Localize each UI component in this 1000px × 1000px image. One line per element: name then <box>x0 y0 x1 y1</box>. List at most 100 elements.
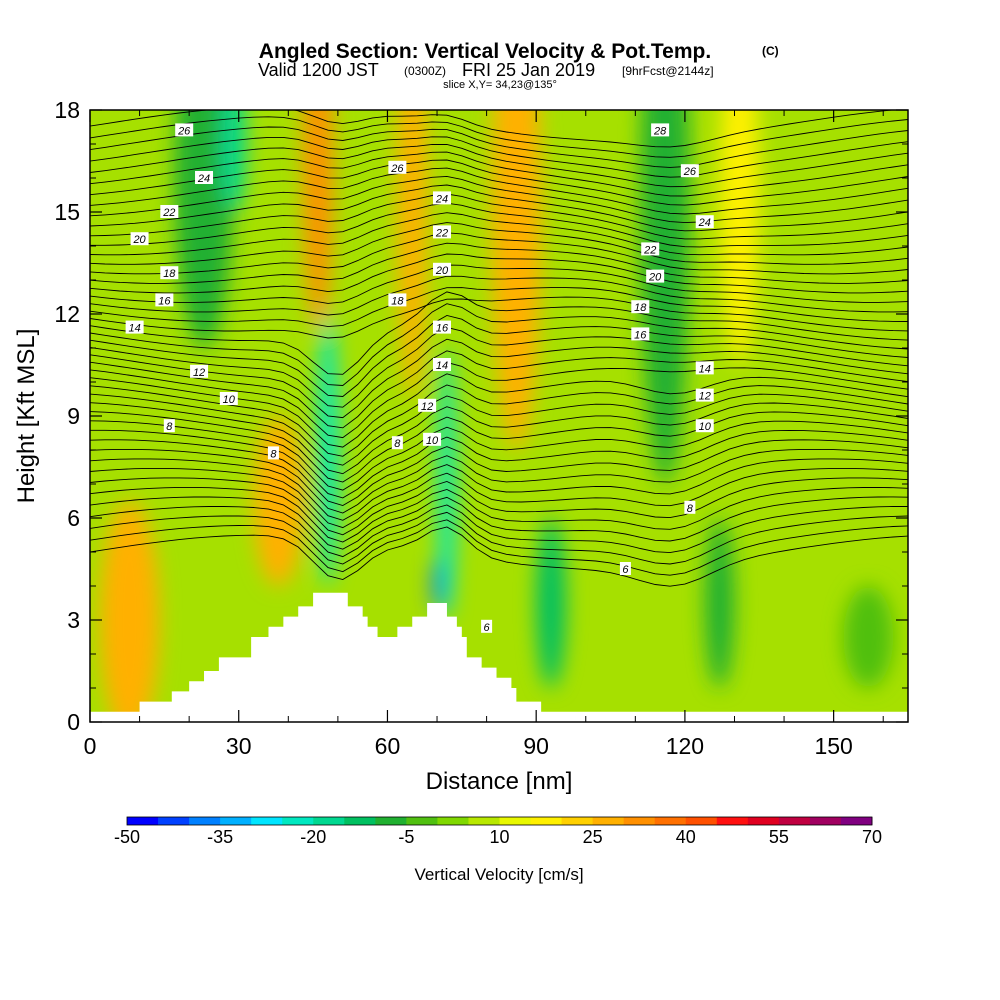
slice-info: slice X,Y= 34,23@135° <box>443 79 557 91</box>
colorbar-swatch <box>313 817 345 825</box>
x-tick-label: 90 <box>523 733 549 759</box>
contour-label: 22 <box>432 225 451 239</box>
contour-line <box>90 264 908 304</box>
contour-label: 12 <box>190 364 209 379</box>
colorbar-swatch <box>158 817 190 825</box>
colorbar-swatch <box>375 817 407 825</box>
vertical-velocity-field <box>99 110 894 722</box>
contour-line <box>90 202 908 248</box>
colorbar-swatch <box>747 817 780 825</box>
contour-line <box>90 315 908 397</box>
velocity-patch <box>99 501 160 722</box>
x-tick-label: 150 <box>814 733 852 759</box>
velocity-patch <box>433 558 441 614</box>
y-tick-label: 6 <box>67 505 80 531</box>
y-axis-label: Height [Kft MSL] <box>13 329 40 504</box>
svg-text:8: 8 <box>687 503 694 515</box>
contour-line <box>90 242 908 284</box>
title-main: Angled Section: Vertical Velocity & Pot.… <box>259 40 711 63</box>
contour-line <box>90 222 908 265</box>
contour-label: 20 <box>432 262 451 277</box>
contour-label: 24 <box>432 191 451 205</box>
contour-label: 26 <box>388 160 407 175</box>
svg-text:26: 26 <box>683 166 697 178</box>
contour-label: 22 <box>160 205 179 219</box>
svg-text:22: 22 <box>643 244 656 256</box>
svg-text:18: 18 <box>634 302 647 314</box>
contour-label: 26 <box>680 164 699 178</box>
contour-label: 26 <box>175 123 194 137</box>
contour-line <box>90 338 908 419</box>
forecast-info: [9hrFcst@2144z] <box>622 64 714 78</box>
contour-line <box>90 253 908 294</box>
svg-text:24: 24 <box>435 193 448 205</box>
chart-title: Angled Section: Vertical Velocity & Pot.… <box>259 40 779 63</box>
contour-line <box>90 184 908 232</box>
svg-text:10: 10 <box>223 394 236 406</box>
svg-text:26: 26 <box>390 163 404 175</box>
y-tick-label: 3 <box>67 607 80 633</box>
velocity-patch <box>843 586 894 688</box>
svg-text:16: 16 <box>634 329 647 341</box>
contour-label: 14 <box>695 361 714 375</box>
svg-text:20: 20 <box>132 234 146 246</box>
colorbar-swatch <box>282 817 314 825</box>
svg-text:10: 10 <box>699 421 712 433</box>
contour-line <box>90 477 908 536</box>
velocity-patch <box>536 518 566 688</box>
contour-line <box>90 287 908 328</box>
velocity-patch <box>640 110 690 484</box>
contour-line <box>90 212 908 256</box>
svg-text:14: 14 <box>128 323 140 335</box>
x-axis-label: Distance [nm] <box>426 768 573 795</box>
svg-text:14: 14 <box>699 363 711 375</box>
svg-text:10: 10 <box>426 435 439 447</box>
colorbar-swatch <box>530 817 563 825</box>
svg-text:18: 18 <box>391 295 404 307</box>
contour-line <box>90 126 908 168</box>
contour-label: 12 <box>695 388 714 403</box>
colorbar-swatch <box>716 817 749 825</box>
contour-label: 18 <box>388 293 407 307</box>
svg-text:20: 20 <box>648 272 662 284</box>
contour-label: 6 <box>481 619 493 634</box>
contour-line <box>90 496 908 550</box>
velocity-patch <box>491 110 542 450</box>
valid-zulu: (0300Z) <box>404 64 446 78</box>
x-tick-label: 30 <box>226 733 252 759</box>
colorbar-tick-label: 55 <box>769 827 789 847</box>
colorbar-tick-label: 25 <box>583 827 603 847</box>
velocity-patch <box>317 314 339 586</box>
svg-text:22: 22 <box>162 207 175 219</box>
velocity-patch <box>253 416 304 586</box>
colorbar-swatch <box>468 817 500 825</box>
contour-line <box>90 159 908 206</box>
contour-label: 6 <box>619 562 631 576</box>
colorbar-tick-label: 70 <box>862 827 882 847</box>
svg-text:12: 12 <box>421 401 433 413</box>
colorbar-tick-label: 40 <box>676 827 696 847</box>
contour-label: 18 <box>160 266 179 280</box>
contour-label: 22 <box>641 242 660 256</box>
contour-line <box>90 175 908 224</box>
svg-text:8: 8 <box>166 421 173 433</box>
colorbar-swatch <box>561 817 594 825</box>
contour-line <box>90 526 908 587</box>
colorbar-tick-label: -5 <box>398 827 414 847</box>
colorbar-swatch <box>654 817 687 825</box>
colorbar-swatch <box>344 817 376 825</box>
contour-line <box>90 326 908 408</box>
svg-text:24: 24 <box>698 217 711 229</box>
colorbar-swatch <box>406 817 438 825</box>
contour-line <box>90 116 908 158</box>
contour-line <box>90 458 908 521</box>
contour-label: 12 <box>418 398 437 413</box>
contour-line <box>90 486 908 543</box>
svg-text:28: 28 <box>653 125 667 137</box>
contour-line <box>90 167 908 215</box>
svg-text:14: 14 <box>436 360 448 372</box>
svg-text:8: 8 <box>270 448 277 460</box>
colorbar: -50 -35 -20 -5 10 25 40 55 70 <box>114 816 882 847</box>
contour-line <box>90 232 908 275</box>
svg-text:26: 26 <box>177 125 191 137</box>
